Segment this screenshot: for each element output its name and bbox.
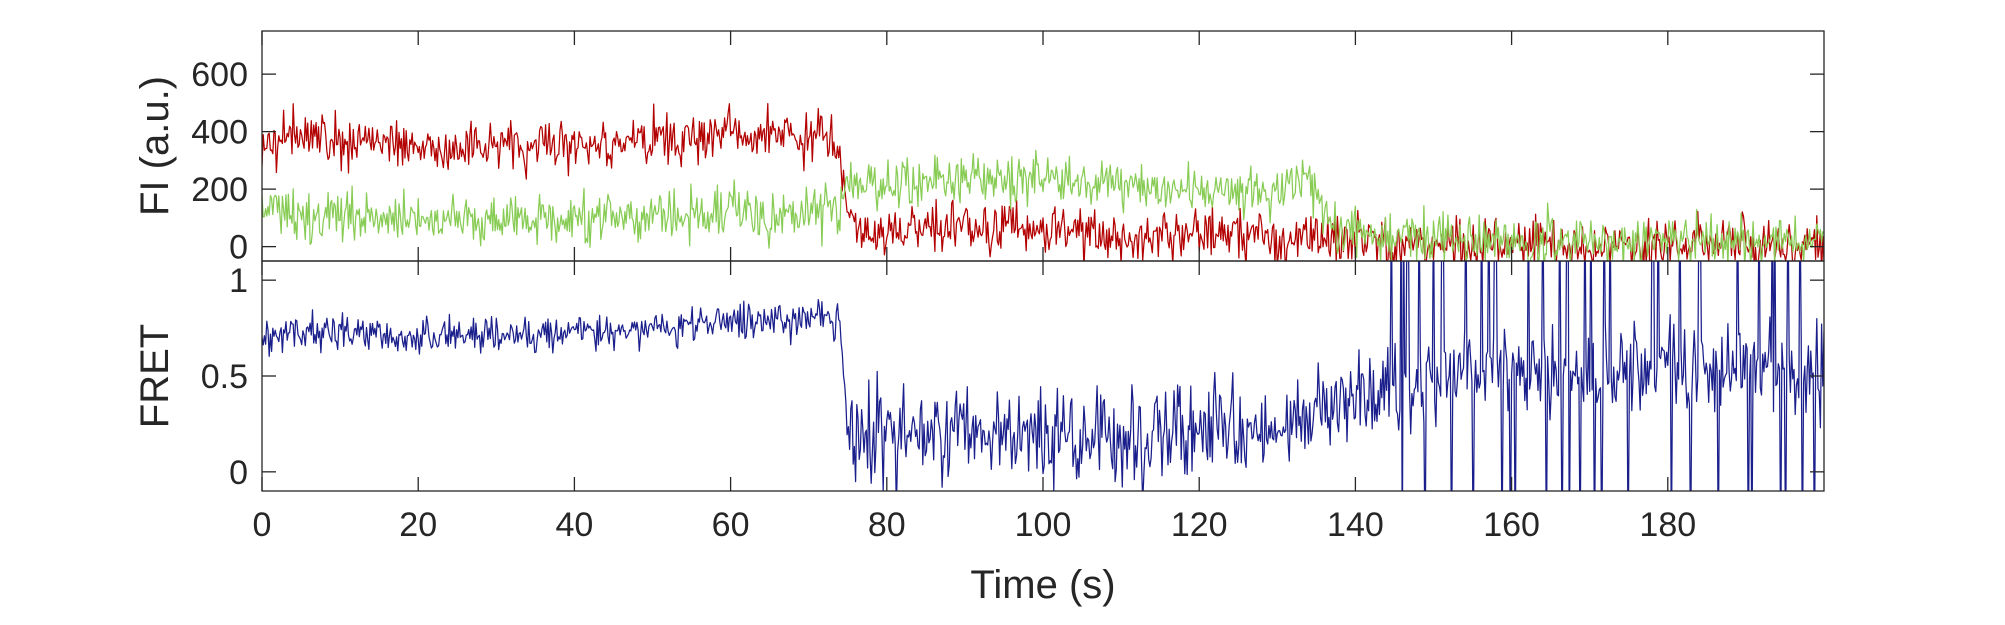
- trace-series-0: [262, 102, 1824, 261]
- x-axis-title: Time (s): [970, 563, 1115, 607]
- x-tick-label: 20: [399, 506, 437, 544]
- trace-series-0: [262, 261, 1824, 491]
- y-tick-label: 0: [229, 229, 248, 267]
- trace-series-1: [262, 149, 1824, 261]
- x-tick-label: 160: [1483, 506, 1540, 544]
- fret-panel: 0 0.5 1 0 20 40 60 80 100 120 140 160 180 FRET Time (s…: [133, 260, 1825, 607]
- x-tick-label: 60: [712, 506, 750, 544]
- y-axis-title: FRET: [133, 324, 177, 428]
- y-tick-label: 400: [191, 114, 248, 152]
- x-tick-label: 80: [868, 506, 906, 544]
- x-tick-label: 180: [1639, 506, 1696, 544]
- x-tick-label: 40: [555, 506, 593, 544]
- y-tick-label: 200: [191, 171, 248, 209]
- x-tick-label: 100: [1015, 506, 1072, 544]
- x-tick-label: 0: [253, 506, 272, 544]
- y-tick-label: 0.5: [201, 358, 248, 396]
- y-tick-label: 600: [191, 56, 248, 94]
- x-tick-label: 120: [1171, 506, 1228, 544]
- y-tick-label: 1: [229, 262, 248, 300]
- x-tick-label: 140: [1327, 506, 1384, 544]
- intensity-panel: 0 200 400 600 FI (a.u.): [133, 30, 1825, 267]
- y-axis-title: FI (a.u.): [133, 76, 177, 216]
- y-tick-label: 0: [229, 454, 248, 492]
